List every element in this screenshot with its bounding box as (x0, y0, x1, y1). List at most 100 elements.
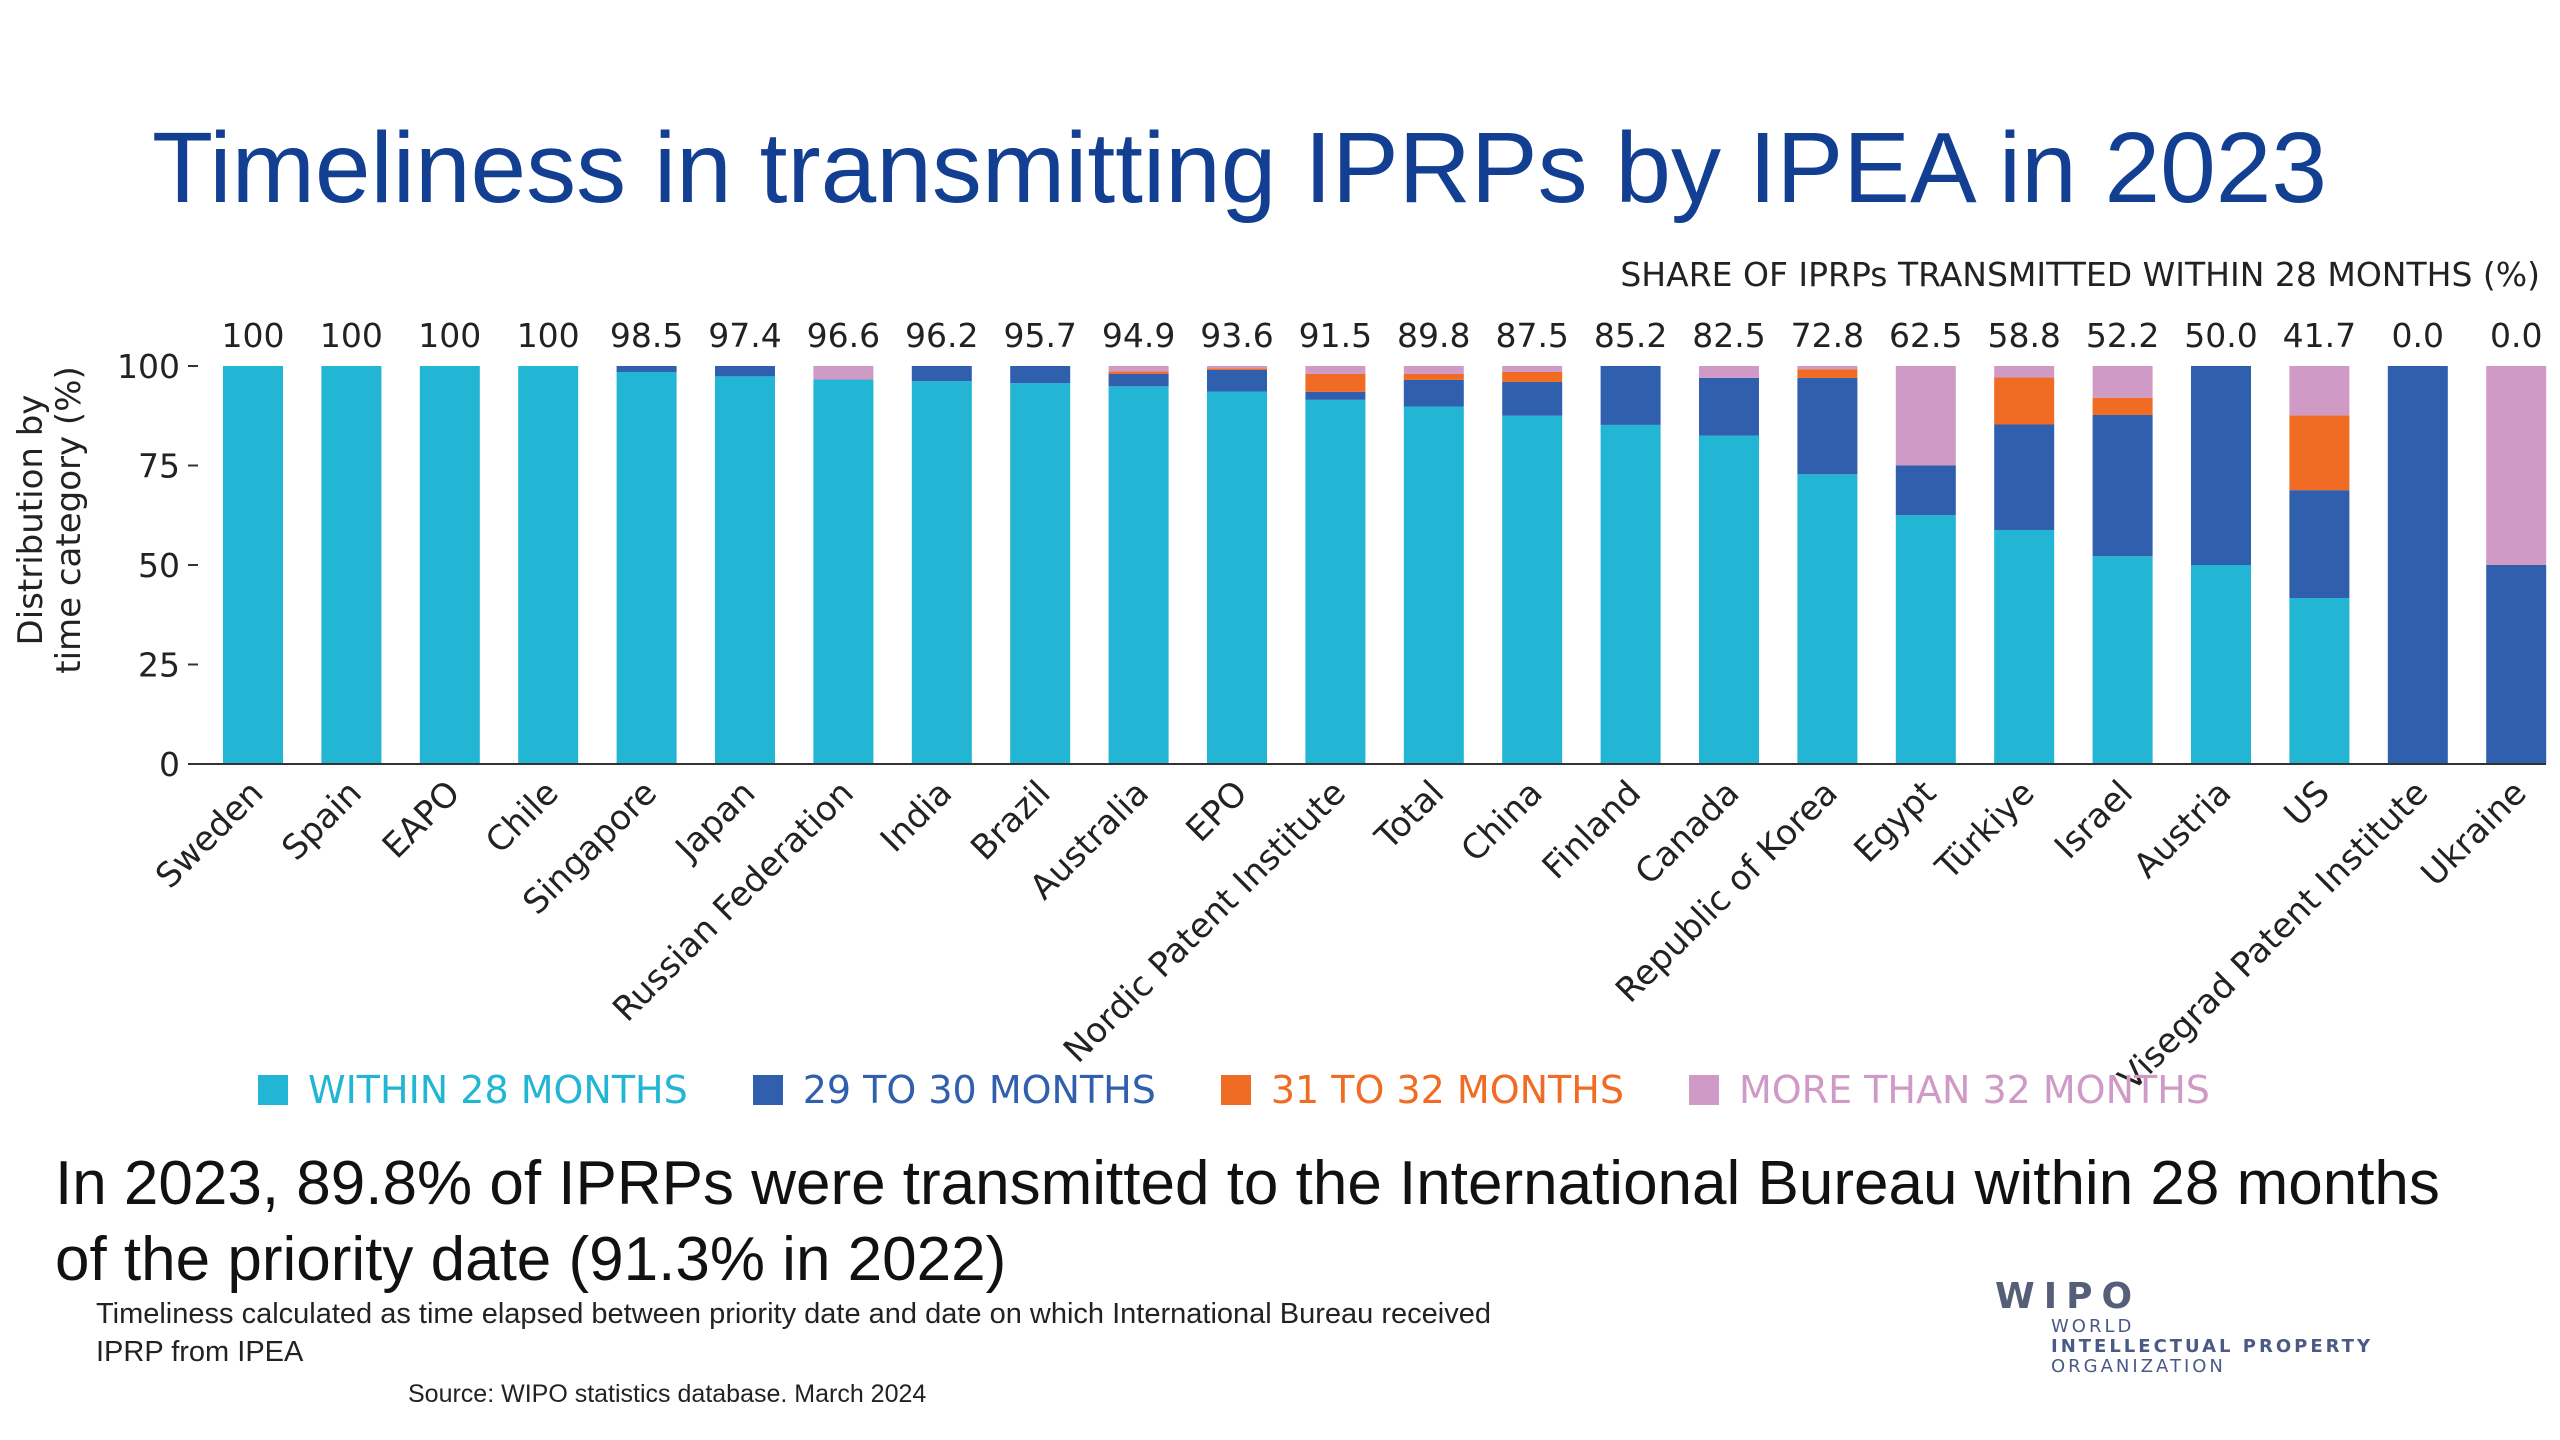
share-value-label: 85.2 (1594, 316, 1667, 355)
legend-item-29-30: 29 TO 30 MONTHS (752, 1068, 1156, 1112)
x-tick-label: Japan (667, 773, 764, 870)
x-tick-label: Total (1367, 773, 1452, 858)
wipo-logo: WIPO WORLD INTELLECTUAL PROPERTY ORGANIZ… (1995, 1276, 2373, 1377)
bar-segment (1600, 366, 1661, 425)
logo-line-world: WORLD (2051, 1316, 2135, 1337)
bar-segment (1305, 391, 1366, 400)
stacked-bar-chart: SHARE OF IPRPs TRANSMITTED WITHIN 28 MON… (11, 255, 2547, 1099)
bar-segment (1699, 435, 1759, 764)
share-label: SHARE OF IPRPs TRANSMITTED WITHIN 28 MON… (1620, 255, 2540, 294)
bar-segment (1207, 368, 1267, 370)
legend-swatch (258, 1075, 288, 1105)
bar-segment (2486, 366, 2547, 565)
footnote-text: Timeliness calculated as time elapsed be… (96, 1298, 1491, 1368)
legend-label: MORE THAN 32 MONTHS (1738, 1068, 2210, 1112)
share-value-label: 93.6 (1200, 316, 1273, 355)
bar-segment (1994, 377, 2055, 425)
bar-segment (1797, 474, 1858, 764)
bar-segment (2092, 556, 2153, 764)
legend-label: 31 TO 32 MONTHS (1270, 1068, 1624, 1112)
bar-segment (1403, 379, 1464, 407)
bar-segment (1797, 366, 1858, 370)
bar-segment (1994, 424, 2055, 530)
bar-segment (321, 366, 382, 764)
y-tick-label: 50 (138, 546, 180, 585)
legend-item-31-32: 31 TO 32 MONTHS (1220, 1068, 1624, 1112)
x-tick-label: Israel (2047, 773, 2141, 867)
bar-segment (1207, 366, 1267, 369)
bar-segment (2092, 397, 2153, 415)
bar-segment (1797, 369, 1858, 378)
share-value-label: 87.5 (1495, 316, 1568, 355)
bar-segment (223, 366, 283, 764)
bar-segment (813, 366, 874, 380)
bar-segment (1699, 377, 1759, 436)
bar-segment (715, 366, 775, 377)
bar-segment (1699, 366, 1759, 378)
share-value-label: 96.6 (807, 316, 880, 355)
bar-segment (1502, 415, 1563, 764)
bar-segment (2092, 414, 2153, 557)
logo-line-organization: ORGANIZATION (2051, 1356, 2226, 1377)
bar-segment (1600, 424, 1661, 764)
share-value-label: 100 (222, 316, 285, 355)
bar-segment (2289, 598, 2350, 764)
bar-segment (2092, 366, 2153, 398)
share-value-label: 100 (517, 316, 580, 355)
legend: WITHIN 28 MONTHS 29 TO 30 MONTHS 31 TO 3… (258, 1068, 2275, 1112)
bar-segment (1797, 377, 1858, 475)
legend-swatch (1220, 1075, 1251, 1105)
x-tick-label: Ukraine (2413, 773, 2534, 894)
share-value-label: 95.7 (1003, 316, 1076, 355)
share-value-label: 52.2 (2086, 316, 2159, 355)
y-axis-ticks: 0 25 50 75 100 (117, 347, 198, 784)
logo-wordmark: WIPO (1995, 1276, 2142, 1317)
share-value-label: 50.0 (2184, 316, 2257, 355)
share-value-label: 58.8 (1987, 316, 2060, 355)
legend-label: WITHIN 28 MONTHS (308, 1068, 688, 1112)
bar-segment (1108, 371, 1169, 374)
bar-segment (1502, 366, 1563, 372)
y-tick-label: 100 (117, 347, 180, 386)
legend-item-more-32: MORE THAN 32 MONTHS (1688, 1068, 2210, 1112)
bar-segment (616, 371, 677, 764)
slide-title: Timeliness in transmitting IPRPs by IPEA… (152, 112, 2327, 224)
legend-item-within-28: WITHIN 28 MONTHS (258, 1068, 688, 1112)
share-value-label: 72.8 (1791, 316, 1864, 355)
share-value-label: 89.8 (1397, 316, 1470, 355)
bar-segment (1994, 529, 2055, 764)
bar-segment (518, 366, 579, 764)
bar-segment (813, 379, 874, 764)
x-tick-label: Chile (478, 773, 566, 861)
summary-text: In 2023, 89.8% of IPRPs were transmitted… (55, 1149, 2440, 1294)
share-value-label: 96.2 (905, 316, 978, 355)
x-tick-label: India (873, 773, 960, 860)
share-value-label: 62.5 (1889, 316, 1962, 355)
bar-segment (1108, 373, 1169, 387)
bar-segment (616, 366, 677, 372)
share-value-label: 97.4 (708, 316, 781, 355)
bar-segment (1895, 465, 1956, 516)
bar-segment (911, 366, 972, 382)
y-axis-title: Distribution by time category (%) (11, 366, 89, 674)
share-value-label: 98.5 (610, 316, 683, 355)
bar-segment (1994, 366, 2055, 378)
share-value-label: 41.7 (2283, 316, 2356, 355)
bar-segment (715, 376, 775, 764)
x-tick-label: Visegrad Patent Institute (2111, 773, 2437, 1099)
bar-segment (911, 381, 972, 764)
bar-segment (2289, 490, 2350, 599)
y-tick-label: 25 (138, 646, 180, 685)
share-value-label: 94.9 (1102, 316, 1175, 355)
bar-segment (1895, 366, 1956, 466)
bar-segment (1108, 366, 1169, 372)
x-tick-label: Spain (274, 773, 369, 868)
x-tick-label: EPO (1178, 773, 1255, 850)
x-tick-label: Egypt (1847, 773, 1945, 871)
x-tick-label: EAPO (375, 773, 468, 866)
bar-segment (1207, 391, 1267, 764)
x-tick-label: Brazil (963, 773, 1058, 868)
bar-segment (1403, 406, 1464, 764)
source-text: Source: WIPO statistics database. March … (408, 1380, 927, 1408)
